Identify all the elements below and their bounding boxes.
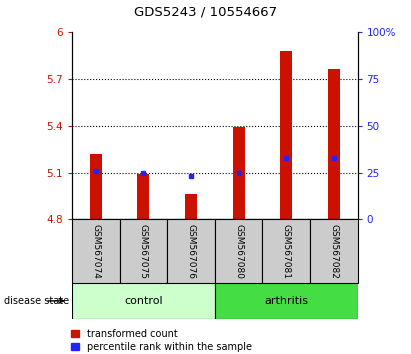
Text: GSM567075: GSM567075 <box>139 224 148 279</box>
Text: control: control <box>124 296 163 306</box>
Text: GSM567082: GSM567082 <box>329 224 338 279</box>
FancyBboxPatch shape <box>215 283 358 319</box>
Bar <box>233 127 245 219</box>
Bar <box>185 194 197 219</box>
Text: GSM567076: GSM567076 <box>187 224 196 279</box>
FancyBboxPatch shape <box>72 219 120 283</box>
Bar <box>280 51 292 219</box>
FancyBboxPatch shape <box>215 219 262 283</box>
Text: GDS5243 / 10554667: GDS5243 / 10554667 <box>134 5 277 18</box>
Legend: transformed count, percentile rank within the sample: transformed count, percentile rank withi… <box>69 327 254 354</box>
Bar <box>90 154 102 219</box>
Text: GSM567081: GSM567081 <box>282 224 291 279</box>
Text: GSM567080: GSM567080 <box>234 224 243 279</box>
FancyBboxPatch shape <box>310 219 358 283</box>
Text: GSM567074: GSM567074 <box>91 224 100 279</box>
FancyBboxPatch shape <box>262 219 310 283</box>
Text: arthritis: arthritis <box>264 296 308 306</box>
FancyBboxPatch shape <box>120 219 167 283</box>
Text: disease state: disease state <box>4 296 69 306</box>
Bar <box>328 69 340 219</box>
FancyBboxPatch shape <box>167 219 215 283</box>
Bar <box>137 174 149 219</box>
FancyBboxPatch shape <box>72 283 215 319</box>
